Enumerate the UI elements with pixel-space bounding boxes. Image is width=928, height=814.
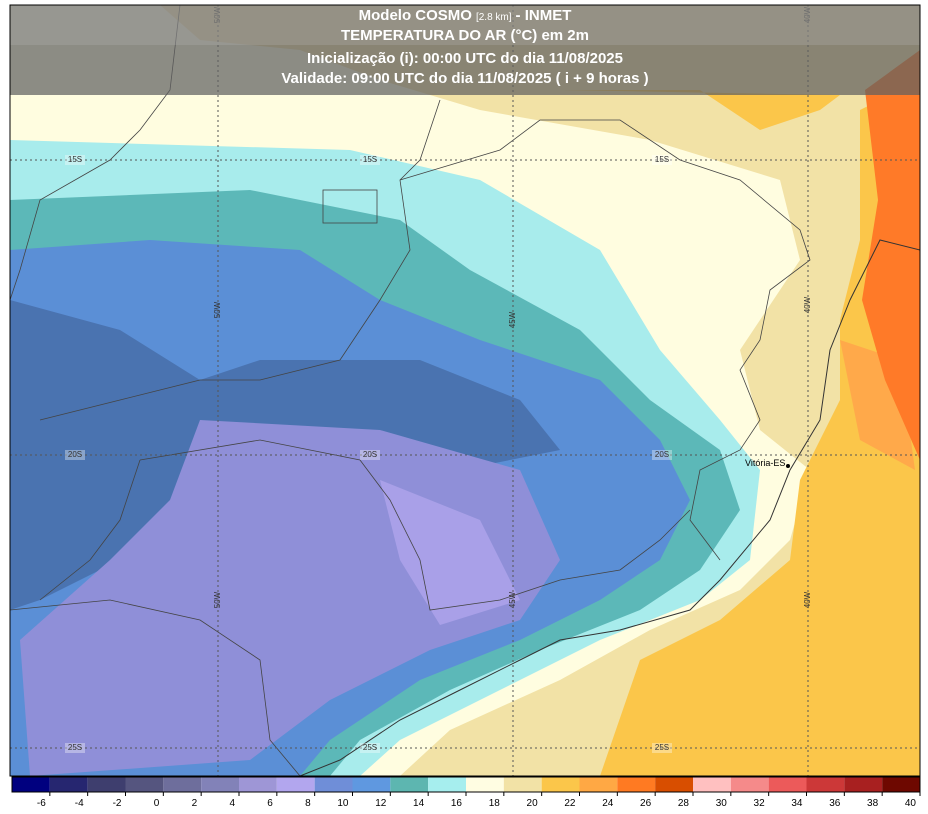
label-bg bbox=[652, 155, 672, 165]
colorbar-bin bbox=[466, 777, 504, 792]
lat-label: 25S bbox=[363, 743, 377, 752]
place-label: Vitória-ES bbox=[745, 458, 785, 468]
lon-label: 50W bbox=[213, 301, 222, 318]
lon-label: 45W bbox=[508, 311, 517, 328]
lon-label: 45W bbox=[508, 591, 517, 608]
lat-label: 15S bbox=[363, 155, 377, 164]
lon-label: 40W bbox=[803, 591, 812, 608]
tick-label: -6 bbox=[37, 798, 46, 809]
colorbar-bin bbox=[541, 777, 580, 792]
colorbar-bin bbox=[655, 777, 693, 792]
tick-label: 0 bbox=[154, 798, 160, 809]
lat-label: 15S bbox=[68, 155, 82, 164]
colorbar-bin bbox=[579, 777, 618, 792]
tick-label: 20 bbox=[527, 798, 539, 809]
colorbar-bin bbox=[390, 777, 429, 792]
lat-label: 20S bbox=[363, 450, 377, 459]
tick-label: 4 bbox=[229, 798, 235, 809]
label-bg bbox=[360, 743, 380, 753]
lat-label: 20S bbox=[68, 450, 82, 459]
label-bg bbox=[360, 450, 380, 460]
colorbar-bin bbox=[163, 777, 202, 792]
label-bg bbox=[652, 743, 672, 753]
colorbar: -6 -4 -2 0 2 4 6 8 10 12 14 16 18 20 22 24 26 28 30 32 34 36 3… bbox=[11, 776, 921, 809]
colorbar-bin bbox=[314, 777, 353, 792]
colorbar-bin bbox=[503, 777, 542, 792]
lat-label: 25S bbox=[68, 743, 82, 752]
tick-label: 22 bbox=[564, 798, 576, 809]
colorbar-bin bbox=[352, 777, 391, 792]
tick-label: 34 bbox=[791, 798, 803, 809]
tick-label: 6 bbox=[267, 798, 273, 809]
map: 15S15S15S20S20S20S25S25S25S50W50W50W45W4… bbox=[10, 5, 920, 776]
colorbar-bin bbox=[239, 777, 277, 792]
colorbar-bin bbox=[428, 777, 466, 792]
model: Modelo COSMO bbox=[359, 7, 473, 24]
variable: TEMPERATURA DO AR (°C) em 2m bbox=[341, 27, 589, 44]
tick-label: 8 bbox=[305, 798, 311, 809]
label-bg bbox=[65, 450, 85, 460]
colorbar-bin bbox=[617, 777, 656, 792]
colorbar-bin bbox=[882, 777, 920, 792]
lon-label: 40W bbox=[803, 296, 812, 313]
lat-label: 20S bbox=[655, 450, 669, 459]
colorbar-bin bbox=[730, 777, 769, 792]
tick-label: -4 bbox=[75, 798, 84, 809]
colorbar-bin bbox=[201, 777, 239, 792]
colorbar-bin bbox=[125, 777, 164, 792]
tick-label: 18 bbox=[489, 798, 501, 809]
tick-label: 16 bbox=[451, 798, 463, 809]
colorbar-bin bbox=[276, 777, 315, 792]
grid-labels: 15S15S15S20S20S20S25S25S25S50W50W50W45W4… bbox=[65, 6, 812, 753]
tick-label: 24 bbox=[602, 798, 614, 809]
tick-label: 2 bbox=[192, 798, 198, 809]
label-bg bbox=[65, 743, 85, 753]
valid-time: Validade: 09:00 UTC do dia 11/08/2025 ( … bbox=[281, 70, 648, 87]
init-time: Inicialização (i): 00:00 UTC do dia 11/0… bbox=[307, 50, 623, 67]
colorbar-bin bbox=[844, 777, 883, 792]
colorbar-bin bbox=[693, 777, 731, 792]
tick-label: 12 bbox=[375, 798, 387, 809]
tick-label: 14 bbox=[413, 798, 425, 809]
lon-label: 50W bbox=[213, 591, 222, 608]
title-line: Modelo COSMO [2.8 km] - INMET bbox=[359, 7, 572, 24]
tick-label: 40 bbox=[905, 798, 917, 809]
colorbar-bin bbox=[12, 777, 50, 792]
label-bg bbox=[65, 155, 85, 165]
tick-label: 30 bbox=[716, 798, 728, 809]
header: Modelo COSMO [2.8 km] - INMET TEMPERATURA … bbox=[281, 7, 648, 87]
resolution: [2.8 km] bbox=[476, 12, 512, 23]
tick-label: 28 bbox=[678, 798, 690, 809]
tick-label: 36 bbox=[829, 798, 841, 809]
tick-label: 32 bbox=[754, 798, 766, 809]
colorbar-bin bbox=[49, 777, 88, 792]
colorbar-bin bbox=[768, 777, 807, 792]
tick-label: 26 bbox=[640, 798, 652, 809]
tick-label: -2 bbox=[113, 798, 122, 809]
source: - INMET bbox=[516, 7, 572, 24]
colorbar-bin bbox=[806, 777, 845, 792]
label-bg bbox=[652, 450, 672, 460]
tick-label: 10 bbox=[337, 798, 349, 809]
tick-label: 38 bbox=[867, 798, 879, 809]
lat-label: 15S bbox=[655, 155, 669, 164]
lat-label: 25S bbox=[655, 743, 669, 752]
label-bg bbox=[360, 155, 380, 165]
colorbar-bin bbox=[87, 777, 126, 792]
